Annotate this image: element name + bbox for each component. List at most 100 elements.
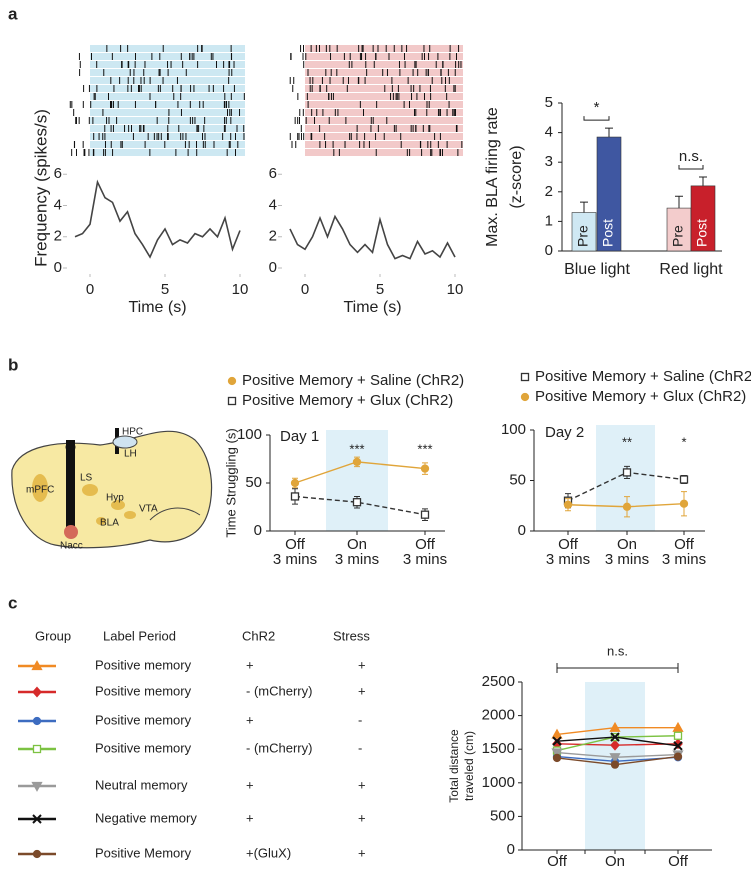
region-label: mPFC	[26, 485, 54, 496]
legend-marker	[520, 392, 530, 402]
data-point	[673, 741, 683, 751]
raster-stripe	[90, 117, 245, 124]
legend-marker	[227, 396, 237, 406]
raster-stripe	[305, 149, 463, 156]
x-tick-label: 5	[376, 281, 384, 298]
region-label: VTA	[139, 504, 158, 515]
table-cell: Neutral memory	[95, 777, 188, 792]
region	[112, 435, 138, 449]
table-cell: - (mCherry)	[246, 683, 312, 698]
x-tick-sublabel: 3 mins	[335, 551, 379, 568]
legend-label: Positive Memory + Glux (ChR2)	[535, 388, 746, 405]
data-point	[352, 498, 362, 507]
table-cell: +	[246, 777, 254, 792]
y-tick-label: 1500	[482, 740, 515, 757]
bar-label: Pre	[575, 225, 591, 247]
raster-stripe	[305, 117, 463, 124]
data-point	[610, 732, 620, 742]
y-axis-label: traveled (cm)	[462, 731, 476, 801]
region-label: Nacc	[60, 541, 83, 552]
data-point	[610, 739, 620, 751]
x-tick-label: Off	[558, 536, 579, 553]
data-point	[609, 753, 621, 764]
region-label: BLA	[100, 518, 119, 529]
table-cell: +	[246, 657, 254, 672]
y-tick-label: 0	[269, 259, 277, 276]
table-cell: -	[358, 740, 362, 755]
data-point	[290, 478, 300, 488]
y-tick-label: 4	[545, 124, 553, 141]
significance-label: ***	[349, 441, 364, 456]
region-label: LH	[124, 449, 137, 460]
y-tick-label: 2500	[482, 673, 515, 690]
y-tick-label: 100	[237, 426, 262, 443]
brain-diagram: mPFC LS HPC LH Nacc Hyp VTA BLA	[11, 427, 213, 552]
y-axis-label: Frequency (spikes/s)	[31, 109, 50, 267]
raster-stripe	[305, 109, 463, 116]
legend-label: Positive Memory + Saline (ChR2)	[535, 368, 751, 385]
x-tick-label: On	[617, 536, 637, 553]
table-cell: -	[358, 712, 362, 727]
raster-stripe	[305, 61, 463, 68]
legend-marker	[31, 660, 43, 671]
raster-stripe	[90, 69, 245, 76]
significance-label: ***	[417, 441, 432, 456]
shade-region	[326, 430, 388, 531]
y-tick-label: 6	[54, 165, 62, 182]
panel-label: c	[8, 593, 17, 612]
x-tick-label: On	[605, 853, 625, 870]
raster-stripe	[90, 53, 245, 60]
data-point	[563, 500, 573, 509]
data-point	[290, 492, 300, 501]
data-point	[622, 502, 632, 511]
x-tick-label: 0	[301, 281, 309, 298]
table-cell: +	[246, 810, 254, 825]
table-cell: Positive Memory	[95, 845, 192, 860]
region	[111, 500, 125, 510]
legend-marker	[32, 849, 42, 859]
raster-stripe	[305, 125, 463, 132]
x-tick-label: Off	[668, 853, 689, 870]
table-cell: +	[358, 683, 366, 698]
x-axis-label: Time (s)	[343, 299, 401, 316]
x-tick-label: Off	[547, 853, 568, 870]
data-point	[551, 748, 563, 759]
data-point	[352, 457, 362, 467]
y-tick-label: 5	[545, 94, 553, 111]
y-tick-label: 50	[245, 474, 262, 491]
legend-marker	[31, 781, 43, 792]
error-bar	[605, 127, 613, 138]
data-point	[679, 475, 689, 484]
table-header: Stress	[333, 628, 370, 643]
optic-fiber	[66, 440, 75, 532]
group-label: Blue light	[564, 261, 630, 278]
raster-stripe	[305, 93, 463, 100]
data-point	[672, 721, 684, 732]
x-tick-label: Off	[674, 536, 695, 553]
legend-marker	[32, 716, 42, 726]
raster-stripe	[305, 77, 463, 84]
data-point	[673, 731, 683, 740]
raster-stripe	[90, 77, 245, 84]
x-tick-label: 10	[447, 281, 464, 298]
y-tick-label: 2	[545, 183, 553, 200]
legend-marker	[227, 376, 237, 386]
y-tick-label: 4	[269, 196, 277, 213]
panel-label: a	[8, 4, 18, 23]
significance-label: **	[622, 434, 632, 449]
chart-title: Day 1	[280, 428, 319, 445]
brain-fold	[149, 507, 201, 521]
table-cell: Positive memory	[95, 683, 192, 698]
y-tick-label: 0	[54, 259, 62, 276]
bar-label: Pre	[670, 225, 686, 247]
data-point	[420, 510, 430, 519]
bar-label: Post	[600, 219, 616, 247]
x-tick-label: 10	[232, 281, 249, 298]
x-tick-sublabel: 3 mins	[546, 551, 590, 568]
y-axis-label: Total distance	[447, 729, 461, 803]
data-point	[622, 468, 632, 477]
table-cell: Positive memory	[95, 740, 192, 755]
y-tick-label: 1	[545, 212, 553, 229]
bar-label: Post	[694, 219, 710, 247]
